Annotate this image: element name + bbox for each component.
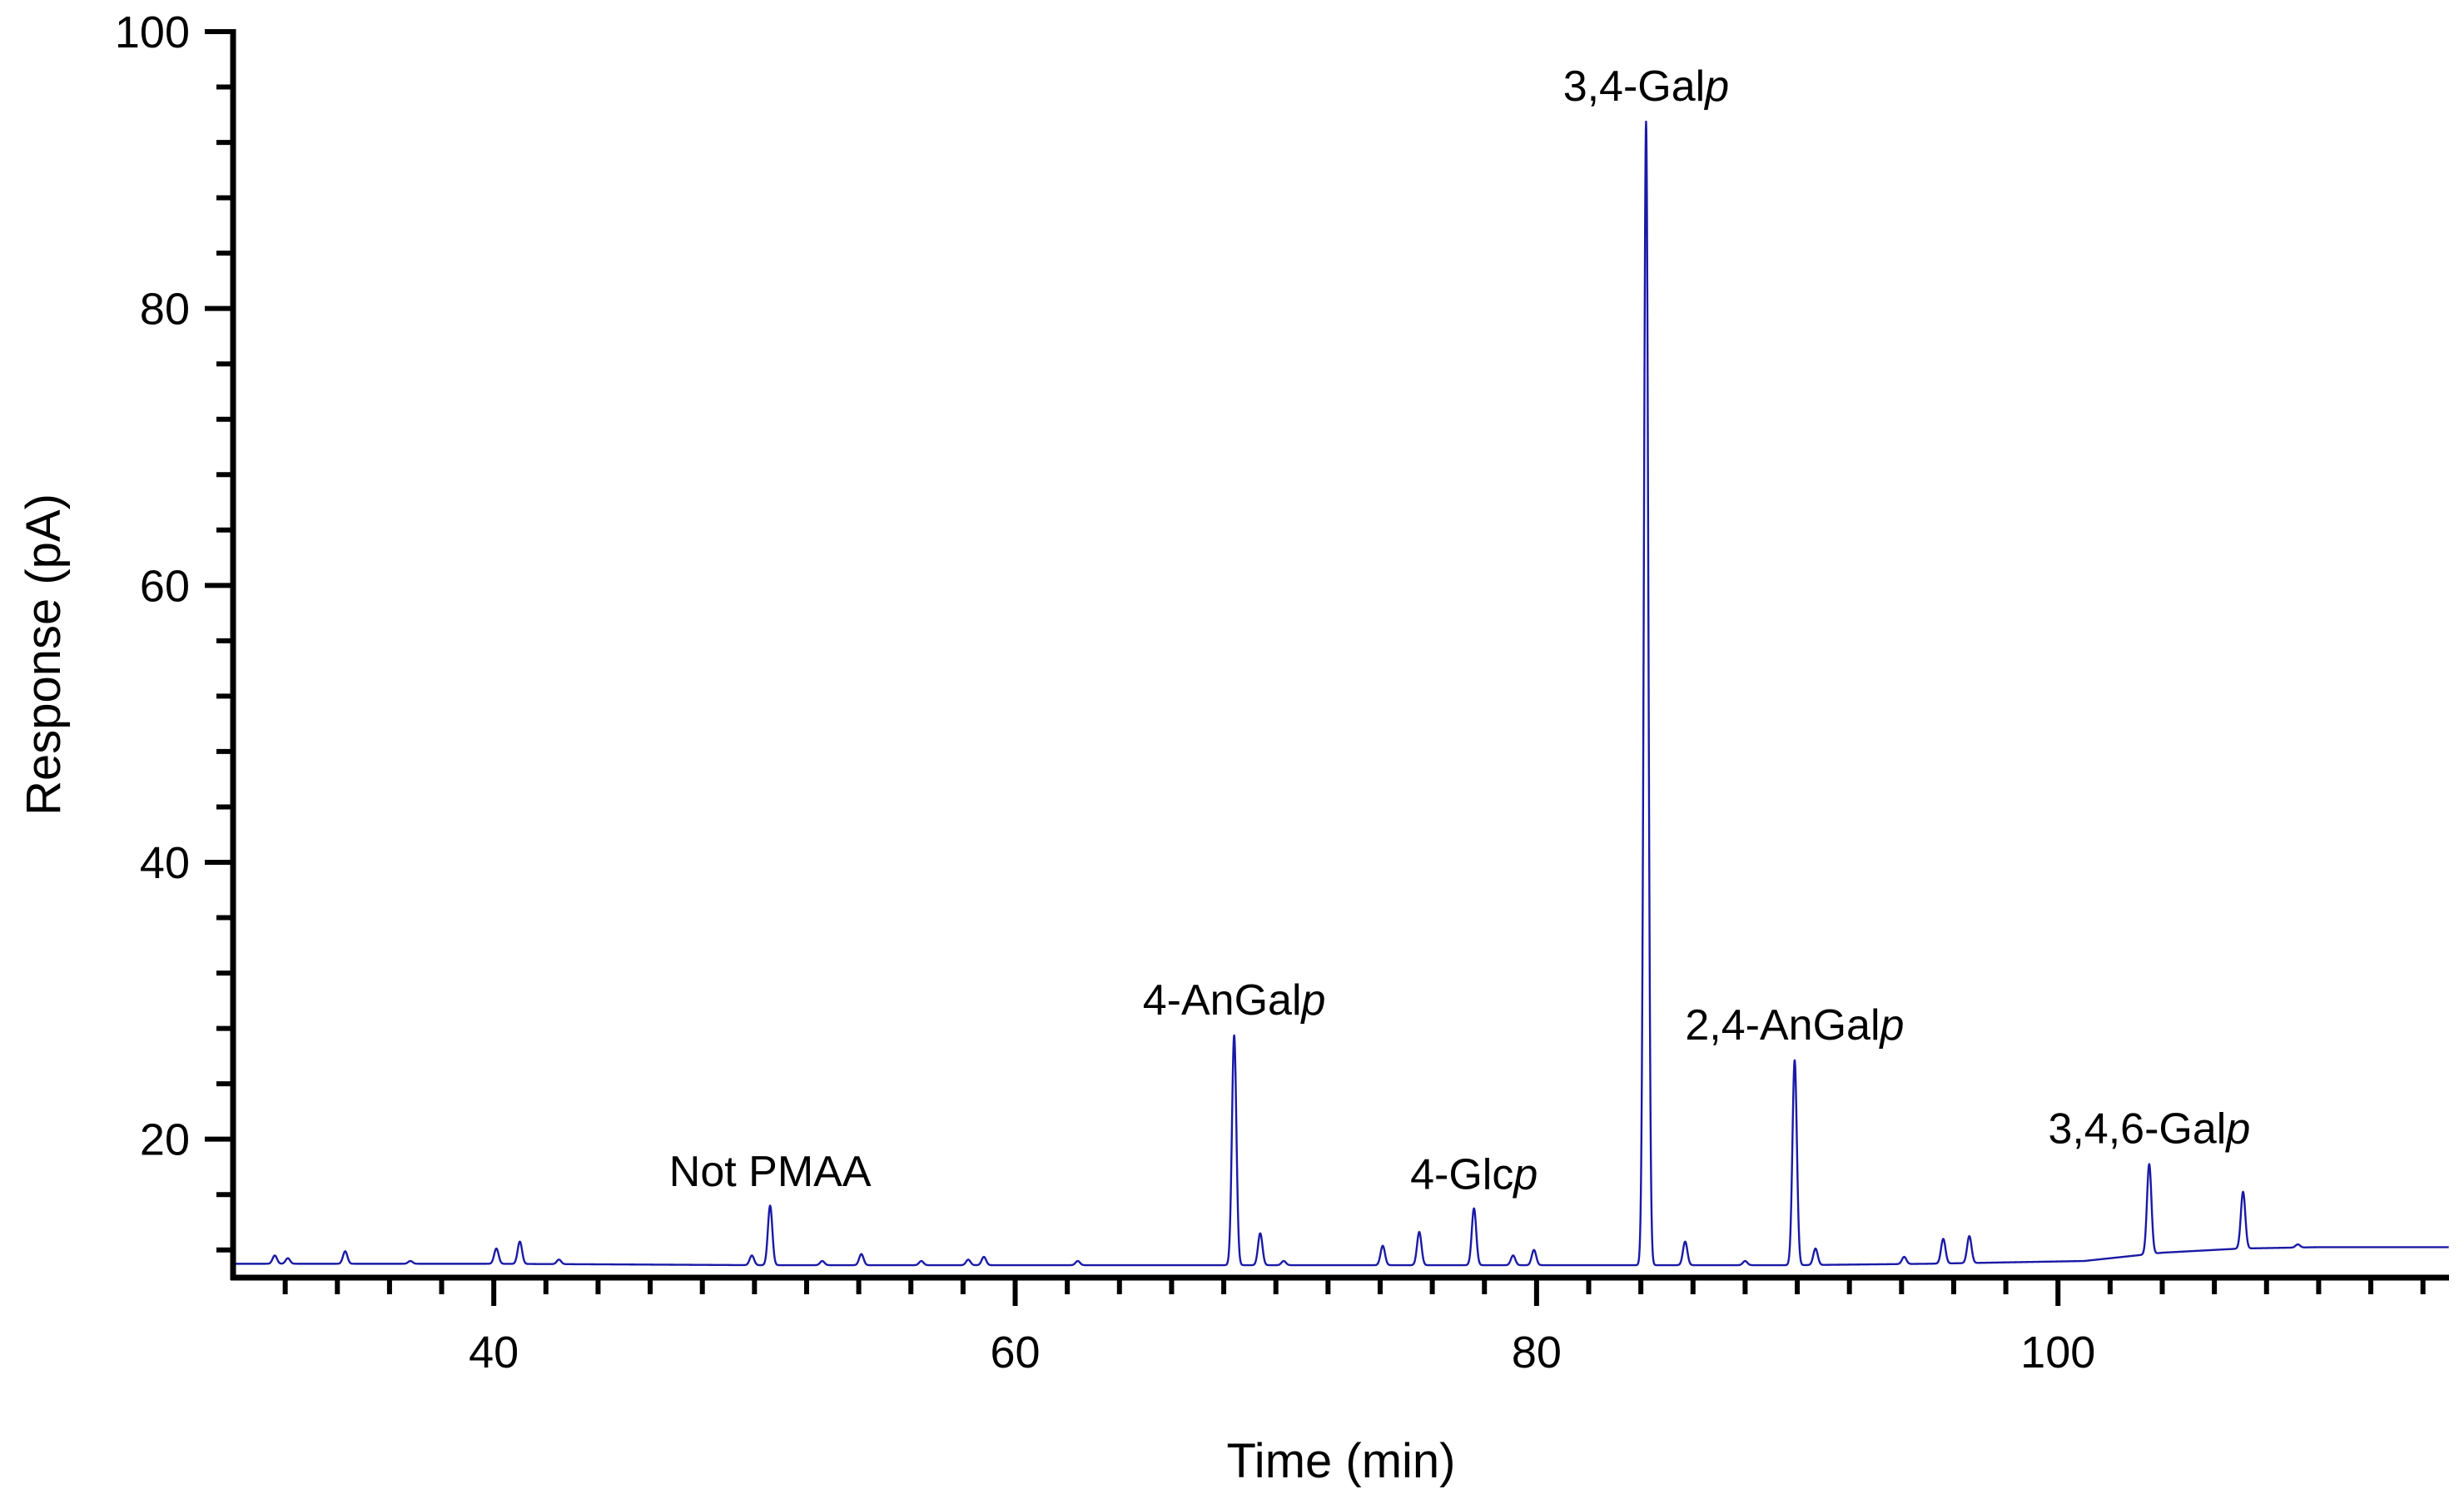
y-tick-label: 60 — [140, 561, 190, 611]
x-tick-label: 80 — [1512, 1328, 1562, 1377]
x-tick-label: 60 — [990, 1328, 1040, 1377]
x-tick-label: 40 — [469, 1328, 519, 1377]
trace-layer — [232, 120, 2450, 1267]
peak-annotations: Not PMAA 4-AnGalp 4-Glcp 3,4-Galp 2,4-AnGalp… — [669, 62, 2250, 1199]
x-tick-label: 100 — [2020, 1328, 2095, 1377]
tick-labels: 40 60 80 100 20 40 60 80 100 — [115, 7, 2095, 1377]
axes — [230, 29, 2449, 1281]
y-tick-label: 20 — [140, 1115, 190, 1165]
y-tick-label: 40 — [140, 838, 190, 888]
peak-label: Not PMAA — [669, 1148, 872, 1196]
peak-label: 3,4-Galp — [1563, 62, 1729, 111]
peak-label: 2,4-AnGalp — [1685, 1001, 1904, 1050]
y-tick-label: 80 — [140, 285, 190, 335]
y-tick-label: 100 — [115, 7, 190, 57]
x-axis-title: Time (min) — [1227, 1434, 1456, 1488]
chromatogram-trace — [232, 120, 2450, 1267]
peak-label: 3,4,6-Galp — [2048, 1105, 2250, 1154]
peak-label: 4-AnGalp — [1143, 976, 1326, 1025]
y-axis-title: Response (pA) — [17, 494, 71, 816]
peak-label: 4-Glcp — [1410, 1151, 1538, 1199]
